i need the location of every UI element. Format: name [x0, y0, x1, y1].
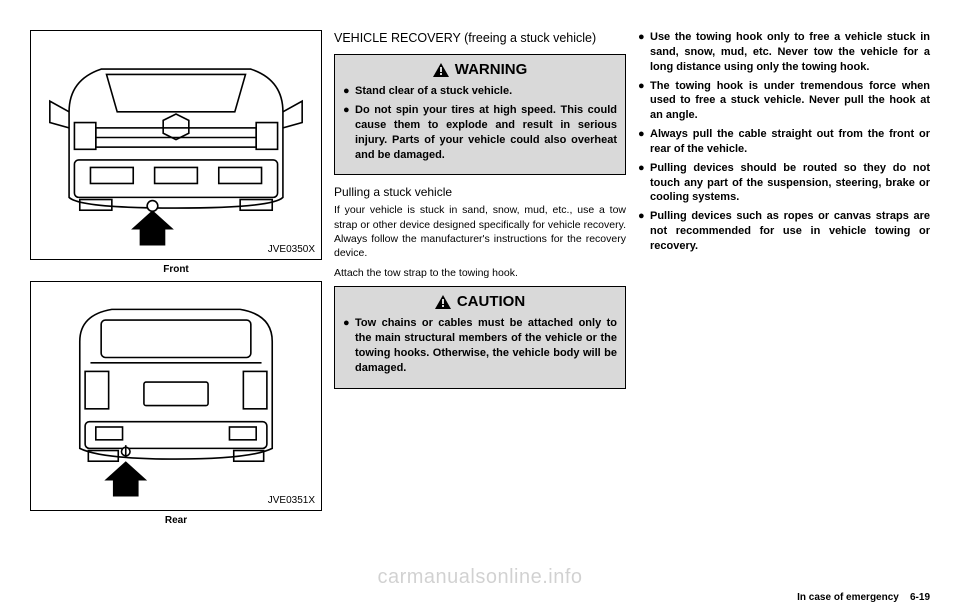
list-item: ●Pulling devices such as ropes or canvas… [638, 209, 930, 254]
caution-header: CAUTION [343, 293, 617, 310]
column-middle: VEHICLE RECOVERY (freeing a stuck vehicl… [334, 30, 626, 532]
figure-rear: JVE0351X [30, 281, 322, 511]
footer-page: 6-19 [910, 592, 930, 603]
figure-front-code: JVE0350X [268, 244, 315, 255]
list-item: ●Always pull the cable straight out from… [638, 127, 930, 157]
right-bullet-list: ●Use the towing hook only to free a vehi… [638, 30, 930, 254]
warning-header: WARNING [343, 61, 617, 78]
figure-front: JVE0350X [30, 30, 322, 260]
warning-icon [433, 63, 449, 77]
caution-box: CAUTION ●Tow chains or cables must be at… [334, 286, 626, 388]
pulling-p1: If your vehicle is stuck in sand, snow, … [334, 203, 626, 260]
list-item: ●Do not spin your tires at high speed. T… [343, 103, 617, 162]
caution-icon [435, 295, 451, 309]
page-footer: In case of emergency 6-19 [797, 592, 930, 603]
figure-front-caption: Front [30, 264, 322, 275]
section-title: VEHICLE RECOVERY (freeing a stuck vehicl… [334, 30, 626, 46]
column-right: ●Use the towing hook only to free a vehi… [638, 30, 930, 532]
vehicle-front-icon [37, 37, 315, 262]
list-item: ●Use the towing hook only to free a vehi… [638, 30, 930, 75]
figure-rear-code: JVE0351X [268, 495, 315, 506]
warning-label: WARNING [455, 61, 528, 78]
warning-list: ●Stand clear of a stuck vehicle. ●Do not… [343, 84, 617, 162]
list-item: ●The towing hook is under tremendous for… [638, 79, 930, 124]
footer-section: In case of emergency [797, 592, 899, 603]
figure-rear-caption: Rear [30, 515, 322, 526]
caution-list: ●Tow chains or cables must be attached o… [343, 316, 617, 375]
column-figures: JVE0350X Front [30, 30, 322, 532]
pulling-p2: Attach the tow strap to the towing hook. [334, 266, 626, 280]
vehicle-rear-icon [37, 288, 315, 513]
warning-box: WARNING ●Stand clear of a stuck vehicle.… [334, 54, 626, 175]
list-item: ●Stand clear of a stuck vehicle. [343, 84, 617, 99]
watermark: carmanualsonline.info [377, 566, 582, 589]
page-content: JVE0350X Front [0, 0, 960, 542]
list-item: ●Tow chains or cables must be attached o… [343, 316, 617, 375]
caution-label: CAUTION [457, 293, 525, 310]
pulling-heading: Pulling a stuck vehicle [334, 185, 626, 199]
list-item: ●Pulling devices should be routed so the… [638, 161, 930, 206]
